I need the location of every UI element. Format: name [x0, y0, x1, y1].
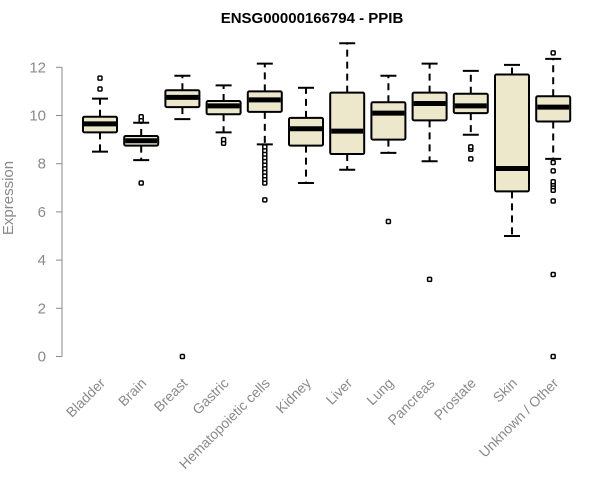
- x-tick-label: Bladder: [63, 375, 109, 421]
- box-pancreas: [411, 62, 448, 283]
- x-tick-label: Brain: [115, 375, 149, 409]
- chart-title: ENSG00000166794 - PPIB: [221, 10, 404, 27]
- outlier-point: [220, 136, 227, 143]
- box-gastric: [205, 84, 242, 146]
- outlier-point: [385, 218, 392, 225]
- outlier-point: [138, 180, 144, 186]
- box-unknown-other: [535, 50, 572, 360]
- box-skin: [494, 63, 530, 237]
- outlier-point: [179, 353, 186, 360]
- y-axis: 0 2 4 6 8 10 12: [29, 59, 63, 366]
- outlier-point: [97, 86, 103, 92]
- y-tick-label: 6: [38, 204, 46, 221]
- x-tick-label: Skin: [490, 375, 521, 406]
- outlier-point: [550, 353, 556, 360]
- box-hematopoietic-cells: [246, 62, 283, 203]
- outlier-point: [468, 156, 474, 162]
- y-tick-label: 2: [38, 300, 46, 317]
- y-tick-label: 8: [38, 156, 46, 173]
- outlier-point: [262, 197, 268, 203]
- box-iqr: [411, 91, 448, 122]
- outlier-point: [97, 75, 103, 81]
- outlier-point: [468, 144, 474, 150]
- outlier-point: [426, 276, 433, 283]
- box-iqr: [494, 73, 530, 193]
- y-tick-label: 10: [29, 108, 46, 125]
- box-iqr: [370, 101, 407, 141]
- outlier-point: [138, 113, 144, 120]
- outlier-point: [550, 168, 556, 174]
- y-tick-label: 0: [38, 349, 46, 366]
- outlier-point: [550, 198, 556, 204]
- box-iqr: [329, 91, 366, 156]
- x-tick-label: Prostate: [431, 375, 479, 423]
- outlier-point: [550, 159, 556, 166]
- outlier-point: [550, 50, 556, 56]
- x-tick-label: Kidney: [273, 375, 315, 417]
- x-tick-label: Liver: [323, 375, 356, 408]
- box-lung: [370, 74, 407, 225]
- y-tick-label: 12: [29, 59, 46, 76]
- box-bladder: [82, 75, 118, 153]
- outlier-point: [262, 144, 268, 150]
- outlier-point: [550, 271, 556, 278]
- box-prostate: [452, 69, 489, 162]
- box-brain: [123, 113, 160, 186]
- outlier-point: [550, 179, 556, 185]
- x-tick-label: Breast: [151, 375, 191, 415]
- x-tick-label: Lung: [363, 375, 396, 408]
- y-tick-label: 4: [38, 252, 46, 269]
- box-breast: [164, 74, 201, 360]
- boxes: [82, 42, 572, 360]
- y-axis-label: Expression: [0, 161, 17, 235]
- box-kidney: [288, 86, 324, 184]
- box-iqr: [288, 116, 324, 147]
- box-liver: [329, 42, 366, 171]
